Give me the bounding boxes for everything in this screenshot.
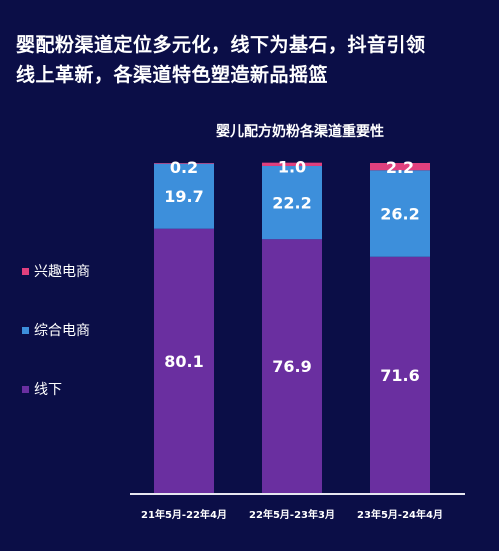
bar-segment [262, 239, 322, 493]
headline-line-2: 线上革新，各渠道特色塑造新品摇篮 [16, 64, 329, 86]
data-label: 71.6 [380, 366, 419, 385]
legend-label: 兴趣电商 [34, 264, 90, 280]
legend-swatch-interest-ecommerce [22, 267, 29, 275]
legend-item-offline: 线下 [22, 380, 90, 398]
chart-title: 婴儿配方奶粉各渠道重要性 [216, 124, 384, 140]
data-label: 80.1 [164, 352, 203, 371]
data-label: 22.2 [272, 194, 311, 213]
bar-segment [262, 162, 322, 166]
chart-legend: 兴趣电商 综合电商 线下 [22, 262, 90, 439]
data-label: 26.2 [380, 204, 419, 223]
headline-line-1: 婴配粉渠道定位多元化，线下为基石，抖音引领 [16, 34, 426, 56]
bar-segment [262, 165, 322, 240]
legend-swatch-general-ecommerce [22, 326, 29, 334]
data-label: 0.2 [170, 158, 198, 177]
legend-item-interest-ecommerce: 兴趣电商 [22, 262, 90, 280]
bar-segment [370, 256, 430, 493]
bar-segment [370, 163, 430, 171]
data-label: 1.0 [278, 158, 306, 177]
bar-segment [154, 163, 214, 164]
x-tick-label: 22年5月-23年3月 [249, 508, 335, 521]
x-tick-label: 21年5月-22年4月 [141, 508, 227, 521]
data-label: 2.2 [386, 158, 414, 177]
data-label: 76.9 [272, 357, 311, 376]
legend-swatch-offline [22, 385, 29, 393]
legend-label: 综合电商 [34, 323, 90, 339]
data-label: 19.7 [164, 187, 203, 206]
x-tick-label: 23年5月-24年4月 [357, 508, 443, 521]
legend-item-general-ecommerce: 综合电商 [22, 321, 90, 339]
legend-label: 线下 [34, 382, 62, 398]
bar-segment [370, 170, 430, 257]
bar-segment [154, 163, 214, 229]
headline: 婴配粉渠道定位多元化，线下为基石，抖音引领 线上革新，各渠道特色塑造新品摇篮 [16, 30, 486, 90]
bar-segment [154, 228, 214, 494]
